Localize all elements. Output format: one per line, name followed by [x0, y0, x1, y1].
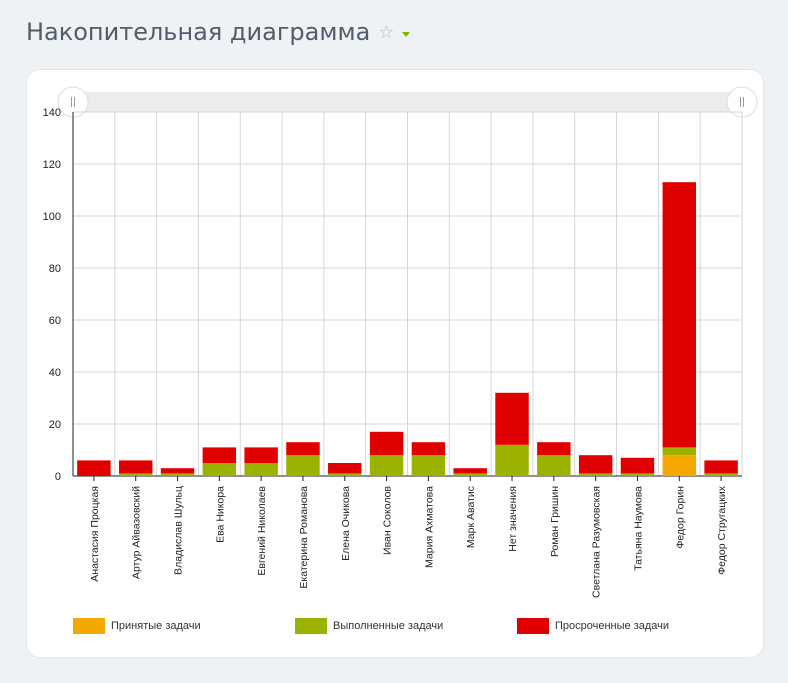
legend-item[interactable]: Выполненные задачи [295, 618, 517, 634]
bar-overdue[interactable] [77, 460, 111, 476]
y-tick-label: 40 [49, 367, 61, 379]
page-title-text: Накопительная диаграмма [26, 18, 371, 46]
bar-done[interactable] [537, 455, 571, 476]
bar-done[interactable] [328, 473, 362, 476]
bar-done[interactable] [578, 473, 613, 476]
bar-overdue[interactable] [662, 182, 697, 448]
bar-done[interactable] [244, 463, 278, 476]
y-tick-label: 100 [43, 211, 61, 223]
y-tick-label: 80 [49, 263, 61, 275]
bar-overdue[interactable] [453, 468, 487, 474]
bar-overdue[interactable] [537, 442, 571, 456]
legend: Принятые задачи Выполненные задачи Просроч… [73, 618, 739, 634]
bar-overdue[interactable] [369, 431, 404, 456]
bar-overdue[interactable] [578, 455, 613, 474]
bar-overdue[interactable] [202, 447, 237, 463]
x-tick-label: Владислав Шульц [173, 486, 185, 575]
bar-overdue[interactable] [160, 468, 195, 474]
x-tick-label: Артур Айвазовский [131, 486, 143, 579]
bar-done[interactable] [620, 473, 655, 476]
page-title: Накопительная диаграмма ☆ [26, 18, 411, 46]
x-tick-label: Федор Стругацких [716, 485, 728, 575]
y-tick-label: 140 [43, 107, 61, 119]
y-tick-label: 0 [55, 471, 61, 483]
bar-done[interactable] [662, 447, 697, 456]
legend-swatch [73, 618, 105, 634]
x-tick-label: Федор Горин [674, 486, 686, 549]
legend-label: Принятые задачи [111, 620, 201, 632]
x-tick-label: Мария Ахматова [423, 486, 435, 568]
bar-done[interactable] [286, 455, 320, 476]
y-tick-label: 20 [49, 419, 61, 431]
bar-done[interactable] [118, 473, 153, 476]
x-tick-label: Анастасия Процкая [89, 486, 101, 582]
x-tick-label: Нет значения [507, 486, 519, 552]
legend-label: Выполненные задачи [333, 620, 444, 632]
legend-label: Просроченные задачи [555, 620, 670, 632]
bar-accepted[interactable] [662, 455, 697, 476]
bar-overdue[interactable] [286, 442, 320, 456]
scroll-track[interactable] [73, 92, 742, 112]
chevron-down-icon[interactable] [402, 31, 411, 37]
x-tick-label: Ева Никора [214, 486, 226, 543]
x-tick-label: Роман Гришин [549, 486, 561, 557]
y-tick-label: 60 [49, 315, 61, 327]
bar-overdue[interactable] [411, 442, 446, 456]
chart: 0 20 40 60 80 100 120 140 Анастасия Процкая Артур… [43, 86, 758, 598]
legend-swatch [517, 618, 549, 634]
star-icon[interactable]: ☆ [378, 21, 395, 43]
bar-overdue[interactable] [244, 447, 278, 463]
legend-item[interactable]: Принятые задачи [73, 618, 295, 634]
x-tick-label: Екатерина Романова [298, 486, 310, 589]
bar-overdue[interactable] [328, 463, 362, 474]
x-tick-label: Светлана Разумовская [591, 486, 603, 598]
x-tick-label: Иван Соколов [382, 486, 394, 555]
chart-card: 0 20 40 60 80 100 120 140 Анастасия Процкая Артур… [26, 69, 764, 658]
x-tick-label: Татьяна Наумова [632, 486, 644, 571]
bar-overdue[interactable] [620, 457, 655, 474]
bar-done[interactable] [160, 473, 195, 476]
bar-done[interactable] [704, 473, 738, 476]
y-tick-label: 120 [43, 159, 61, 171]
bar-overdue[interactable] [704, 460, 738, 474]
legend-item[interactable]: Просроченные задачи [517, 618, 739, 634]
bar-done[interactable] [411, 455, 446, 476]
bar-overdue[interactable] [118, 460, 153, 474]
bar-overdue[interactable] [495, 392, 529, 445]
x-tick-label: Евгений Николаев [256, 486, 268, 576]
bar-done[interactable] [453, 473, 487, 476]
legend-swatch [295, 618, 327, 634]
x-tick-label: Марк Аватис [465, 486, 477, 548]
bar-done[interactable] [369, 455, 404, 476]
bar-done[interactable] [202, 463, 237, 476]
bar-done[interactable] [495, 444, 529, 476]
x-tick-label: Елена Очикова [340, 486, 352, 561]
